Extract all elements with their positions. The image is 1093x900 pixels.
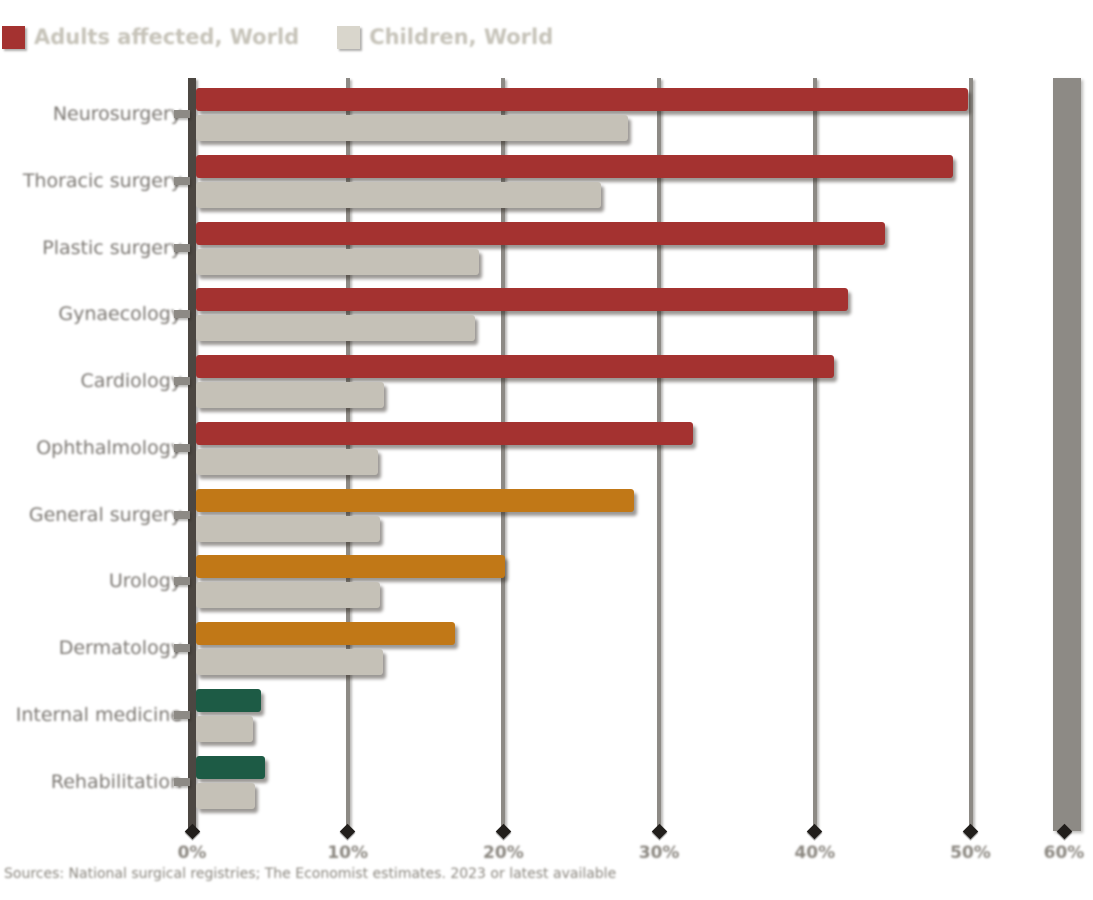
category-label: Cardiology — [80, 370, 182, 392]
category-tick — [174, 510, 190, 519]
category-label: Ophthalmology — [36, 436, 182, 459]
chart-caption: Sources: National surgical registries; T… — [4, 866, 617, 882]
legend-label-compare: Children, World — [369, 25, 554, 49]
x-tick-30: 30% — [614, 823, 704, 863]
bar-compare — [196, 715, 254, 742]
chart-row: Urology — [0, 555, 1093, 609]
legend-item-main: Adults affected, World — [2, 25, 299, 49]
category-tick — [174, 577, 190, 586]
category-label: Urology — [108, 570, 182, 593]
category-label: Rehabilitation — [50, 770, 182, 793]
bar-compare — [196, 115, 629, 141]
tick-diamond-icon — [339, 823, 356, 840]
chart-row: Cardiology — [0, 355, 1093, 409]
bar-compare — [196, 448, 379, 475]
legend-swatch-compare — [337, 25, 361, 49]
gridline-20 — [501, 78, 506, 831]
bar-compare — [196, 782, 255, 809]
x-tick-40: 40% — [770, 823, 860, 863]
bar-compare — [196, 649, 383, 675]
gridline-50 — [968, 78, 973, 831]
tick-label: 40% — [794, 843, 836, 863]
category-tick — [174, 243, 190, 252]
chart-row: Thoracic surgery — [0, 154, 1093, 209]
category-label: Dermatology — [58, 637, 182, 659]
bar-main — [196, 355, 834, 378]
bar-main — [196, 755, 266, 779]
chart-row: Plastic surgery — [0, 221, 1093, 276]
x-tick-10: 10% — [303, 823, 393, 863]
category-label: General surgery — [28, 503, 182, 526]
bar-main — [196, 221, 885, 245]
tick-label: 30% — [638, 843, 680, 863]
bar-main — [196, 421, 694, 445]
category-tick — [174, 443, 190, 452]
legend: Adults affected, World Children, World — [2, 24, 591, 50]
category-label: Gynaecology — [58, 303, 182, 326]
gridline-40 — [812, 78, 817, 831]
tick-label: 50% — [950, 843, 991, 863]
bar-main — [196, 88, 968, 111]
bar-compare — [196, 181, 601, 208]
bar-main — [196, 154, 953, 178]
tick-diamond-icon — [962, 823, 979, 840]
category-tick — [174, 176, 190, 185]
bar-main — [196, 555, 505, 579]
category-label: Plastic surgery — [42, 236, 182, 259]
tick-diamond-icon — [807, 823, 823, 840]
y-axis-line — [188, 78, 196, 831]
chart-row: Rehabilitation — [0, 755, 1093, 810]
chart-row: Dermatology — [0, 622, 1093, 676]
x-tick-overflow: 60% — [1019, 823, 1093, 863]
category-tick — [174, 310, 190, 319]
category-label: Thoracic surgery — [22, 169, 182, 192]
bar-compare — [196, 582, 380, 609]
gridline-30 — [657, 78, 662, 831]
legend-item-compare: Children, World — [337, 25, 553, 49]
legend-label-main: Adults affected, World — [34, 25, 300, 49]
bar-main — [196, 622, 456, 645]
tick-label: 20% — [483, 843, 524, 863]
tick-diamond-icon — [651, 823, 667, 840]
chart-row: Ophthalmology — [0, 421, 1093, 476]
tick-diamond-icon — [495, 823, 512, 840]
tick-label: 10% — [327, 843, 369, 863]
chart-row: General surgery — [0, 488, 1093, 543]
tick-label: 60% — [1043, 843, 1085, 863]
tick-diamond-icon — [184, 823, 200, 840]
category-tick — [174, 644, 190, 652]
category-tick — [174, 777, 190, 786]
category-label: Internal medicine — [15, 703, 182, 726]
chart-row: Neurosurgery — [0, 88, 1093, 142]
bar-compare — [196, 248, 479, 275]
category-label: Neurosurgery — [52, 103, 182, 125]
bar-main — [196, 288, 848, 312]
bar-compare — [196, 315, 476, 342]
legend-swatch-main — [2, 25, 25, 49]
chart-row: Gynaecology — [0, 288, 1093, 342]
bar-main — [196, 688, 261, 712]
x-tick-20: 20% — [458, 823, 548, 863]
bar-main — [196, 488, 635, 512]
category-tick — [174, 377, 190, 385]
category-tick — [174, 710, 190, 719]
axis-overflow-band — [1053, 78, 1081, 831]
tick-label: 0% — [177, 843, 207, 863]
tick-diamond-icon — [1056, 823, 1072, 840]
x-tick-50: 50% — [926, 823, 1016, 863]
bar-compare — [196, 382, 385, 408]
x-tick-0: 0% — [147, 823, 237, 863]
bar-compare — [196, 515, 380, 542]
category-tick — [174, 110, 190, 118]
chart-row: Internal medicine — [0, 688, 1093, 743]
